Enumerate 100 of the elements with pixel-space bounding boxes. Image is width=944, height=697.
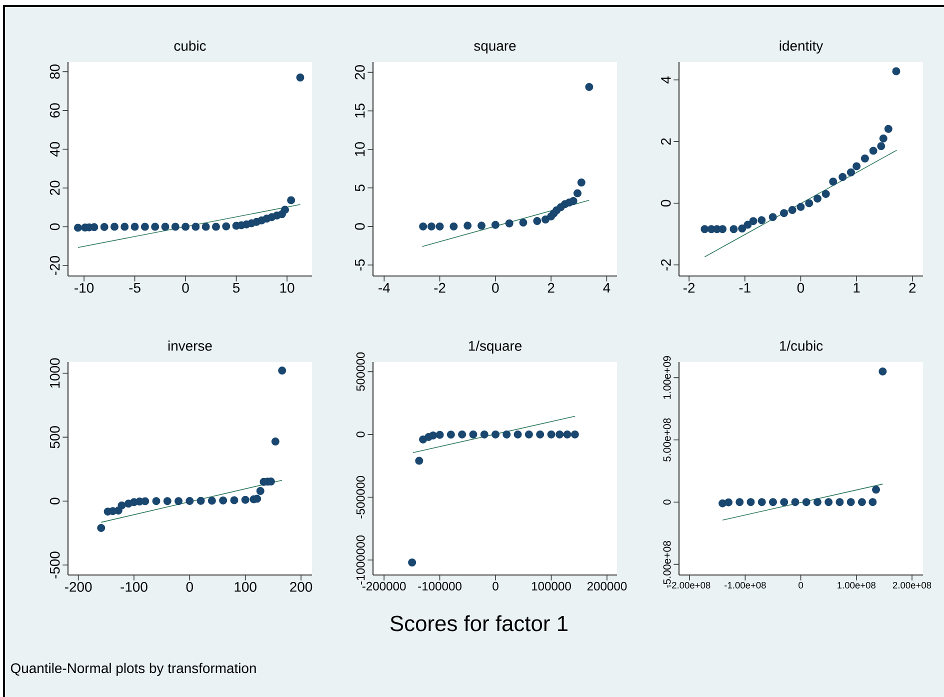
point xyxy=(464,222,472,230)
point xyxy=(824,498,833,506)
x-tick-label: 200 xyxy=(290,582,312,592)
point xyxy=(140,222,149,231)
chart-title: 1/cubic xyxy=(780,340,823,351)
point xyxy=(868,498,877,506)
y-tick-label: 1000 xyxy=(50,358,60,388)
point xyxy=(730,225,738,234)
x-tick-label: 2 xyxy=(909,282,916,293)
point xyxy=(724,498,732,506)
point xyxy=(852,162,861,170)
x-tick-label: -2 xyxy=(434,282,446,293)
point xyxy=(802,498,810,506)
point xyxy=(469,430,478,438)
y-tick-label: 20 xyxy=(354,65,365,80)
y-tick-label: 1.00e+09 xyxy=(663,356,671,399)
point xyxy=(519,218,528,227)
point xyxy=(768,213,777,222)
point xyxy=(700,225,709,234)
point xyxy=(161,222,170,231)
point xyxy=(749,217,758,226)
point xyxy=(846,168,855,176)
point xyxy=(570,430,579,438)
y-tick-label: 2 xyxy=(661,138,671,145)
point xyxy=(879,134,888,142)
point xyxy=(415,456,424,465)
x-tick-label: 100 xyxy=(234,582,256,592)
point xyxy=(718,225,727,234)
point xyxy=(878,367,887,376)
point xyxy=(436,222,444,230)
point xyxy=(884,124,892,133)
point xyxy=(171,222,180,231)
x-tick-label: 5 xyxy=(232,282,240,293)
x-tick-label: -100000 xyxy=(418,582,462,590)
point xyxy=(174,497,183,506)
point xyxy=(872,486,880,494)
y-tick-label: 10 xyxy=(354,142,365,156)
y-tick-label: 5.00e+08 xyxy=(663,418,671,462)
point xyxy=(196,496,205,505)
x-tick-label: -2 xyxy=(683,282,695,293)
x-tick-label: 2.00e+08 xyxy=(892,582,932,589)
point xyxy=(846,498,855,506)
point xyxy=(296,74,304,82)
chart-title: cubic xyxy=(174,40,206,51)
point xyxy=(256,487,264,495)
point xyxy=(222,222,230,230)
point xyxy=(151,222,160,231)
text: Quantile-Normal plots by transformation xyxy=(10,662,256,676)
y-tick-label: -20 xyxy=(50,256,60,275)
y-tick-label: 60 xyxy=(50,103,60,118)
x-tick-label: -5 xyxy=(129,282,140,293)
point xyxy=(533,217,542,226)
point xyxy=(100,222,108,231)
point xyxy=(813,498,822,506)
y-tick-label: 0 xyxy=(663,500,671,505)
point xyxy=(524,430,533,438)
y-tick-label: -5.00e+08 xyxy=(663,540,671,588)
point xyxy=(542,216,550,224)
y-tick-label: 500 xyxy=(50,426,60,448)
point xyxy=(120,222,129,231)
x-axis-title: Scores for factor 1 xyxy=(390,615,568,632)
point xyxy=(480,430,488,438)
x-tick-label: -200 xyxy=(64,582,92,592)
point xyxy=(780,209,788,218)
x-tick-label: 0 xyxy=(797,282,804,293)
point xyxy=(450,222,458,230)
y-tick-label: 0 xyxy=(50,223,60,230)
point xyxy=(805,199,814,208)
point xyxy=(860,154,869,163)
y-tick-label: -2 xyxy=(661,259,671,270)
point xyxy=(892,67,900,76)
point xyxy=(130,222,139,231)
point xyxy=(858,498,866,506)
x-tick-label: 100000 xyxy=(532,582,571,590)
point xyxy=(563,430,572,438)
point xyxy=(836,498,844,506)
x-tick-label: -1 xyxy=(739,282,750,293)
point xyxy=(208,496,216,505)
x-tick-label: 2 xyxy=(548,282,554,293)
point xyxy=(838,173,847,182)
x-tick-label: -100 xyxy=(120,582,148,592)
point xyxy=(478,222,486,230)
point xyxy=(74,224,82,232)
point xyxy=(110,222,118,231)
x-tick-label: 0 xyxy=(182,282,189,293)
point xyxy=(502,430,511,438)
x-tick-label: -4 xyxy=(378,282,390,293)
point xyxy=(281,206,290,214)
y-tick-label: -500 xyxy=(50,552,60,578)
point xyxy=(492,430,500,438)
x-tick-label: 0 xyxy=(186,582,193,592)
point xyxy=(829,178,838,186)
point xyxy=(536,430,544,438)
point xyxy=(458,430,466,438)
point xyxy=(186,496,194,505)
point xyxy=(192,222,200,231)
point xyxy=(408,558,416,567)
x-tick-label: 200000 xyxy=(587,582,627,590)
point xyxy=(427,222,436,230)
point xyxy=(738,224,746,233)
